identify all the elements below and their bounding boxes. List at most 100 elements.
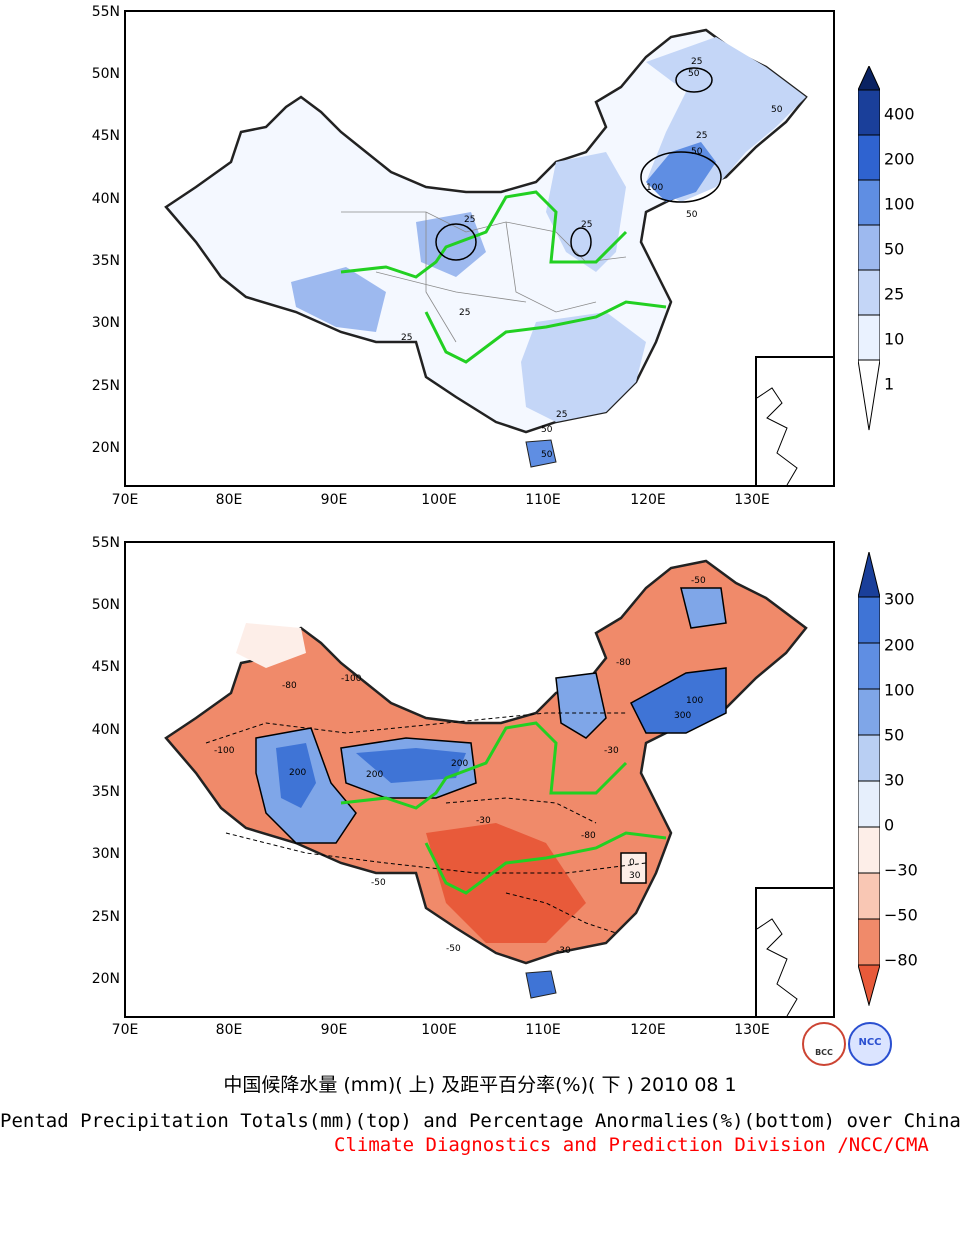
top-contour-label: 25 (696, 131, 707, 141)
top-contour-label: 25 (581, 220, 592, 230)
bottom-contour-label: -30 (604, 746, 619, 756)
top-contour-label: 50 (771, 105, 783, 115)
top-rivers (340, 190, 667, 364)
top-contours (435, 67, 722, 261)
bottom-contour-label: -50 (691, 576, 706, 586)
top-lat-label: 30N (91, 315, 120, 331)
bottom-contour-label: -80 (581, 831, 596, 841)
bottom-lon-label: 100E (421, 1022, 457, 1038)
top-colorbar-label: 50 (884, 239, 905, 259)
bottom-lat-label: 25N (91, 909, 120, 925)
top-contour-label: 50 (688, 69, 700, 79)
bottom-lat-label: 35N (91, 784, 120, 800)
bottom-contour-label: 200 (366, 770, 383, 780)
bottom-hainan (525, 970, 557, 999)
top-colorbar-label: 400 (884, 104, 915, 124)
bcc-logo-text: BCC (815, 1048, 833, 1057)
top-rain-zone-hainan (525, 439, 557, 468)
top-map-panel: 25 50 25 50 100 50 25 25 25 25 50 50 25 … (124, 10, 835, 487)
bottom-colorbar-label: −50 (884, 905, 918, 925)
bottom-contour-label: -30 (476, 816, 491, 826)
bottom-contour-label: -80 (616, 658, 631, 668)
top-lat-label: 25N (91, 378, 120, 394)
top-lon-label: 130E (734, 492, 770, 508)
top-rain-zone-south (521, 312, 646, 422)
bottom-contour-label: 100 (686, 696, 703, 706)
top-contour-label: 25 (464, 215, 475, 225)
bottom-deficit-core (426, 823, 586, 943)
top-colorbar-svg (857, 64, 881, 431)
bottom-colorbar-label: 200 (884, 635, 915, 655)
top-rain-zone-ne-core (646, 142, 716, 202)
top-contour-label: 25 (691, 57, 702, 67)
bottom-lon-label: 120E (630, 1022, 666, 1038)
top-south-china-sea-inset (755, 356, 833, 485)
ncc-logo: NCC (848, 1022, 892, 1066)
bottom-surplus-west-core (276, 743, 316, 808)
bottom-contour-label: -80 (282, 681, 297, 691)
top-colorbar-label: 10 (884, 329, 905, 349)
top-contour-label: 50 (541, 450, 553, 460)
chinese-title: 中国候降水量 (mm)( 上) 及距平百分率(%)( 下 ) 2010 08 1 (223, 1074, 737, 1096)
bottom-nw-surplus (236, 623, 306, 668)
bottom-lat-label: 40N (91, 722, 120, 738)
top-lat-label: 40N (91, 191, 120, 207)
bottom-colorbar (857, 551, 881, 1007)
top-lon-label: 90E (320, 492, 348, 508)
bottom-contour-label: 30 (629, 871, 641, 881)
top-contour-label: 50 (541, 425, 553, 435)
inset-coastline (757, 387, 798, 485)
top-province-lines (341, 211, 627, 343)
top-colorbar (857, 64, 881, 432)
top-lat-label: 50N (91, 66, 120, 82)
bottom-lat-label: 45N (91, 659, 120, 675)
bottom-contour-label: -50 (371, 878, 386, 888)
bottom-map-panel: -100 200 300 100 -80 -50 200 -30 0 30 -1… (124, 541, 835, 1018)
top-colorbar-label: 25 (884, 284, 905, 304)
bottom-colorbar-label: −80 (884, 950, 918, 970)
inset-coastline (757, 918, 798, 1016)
bottom-contour-label: 300 (674, 711, 691, 721)
bcc-logo: BCC (802, 1022, 846, 1066)
bottom-lon-label: 90E (320, 1022, 348, 1038)
bottom-surplus-ne (630, 667, 727, 734)
bottom-contour-label: 200 (289, 768, 306, 778)
top-contour-label-group: 25 50 25 50 100 50 25 25 25 25 50 50 25 … (401, 57, 783, 460)
english-title: Pentad Precipitation Totals(mm)(top) and… (0, 1110, 960, 1132)
bottom-colorbar-label: 50 (884, 725, 905, 745)
bottom-lat-label: 20N (91, 971, 120, 987)
ncc-logo-text: NCC (858, 1037, 882, 1048)
bottom-lat-label: 55N (91, 535, 120, 551)
top-lat-label: 35N (91, 253, 120, 269)
bottom-colorbar-label: 300 (884, 589, 915, 609)
top-lon-label: 110E (525, 492, 561, 508)
top-contour-label: 50 (691, 147, 703, 157)
bottom-colorbar-svg (857, 551, 881, 1007)
bottom-lon-label: 80E (215, 1022, 243, 1038)
top-lat-label: 55N (91, 4, 120, 20)
bottom-lon-label: 130E (734, 1022, 770, 1038)
bottom-colorbar-label: 100 (884, 680, 915, 700)
bottom-lon-label: 70E (111, 1022, 139, 1038)
bottom-contour-label-group: -100 200 300 100 -80 -50 200 -30 0 30 -1… (214, 576, 706, 956)
bottom-south-china-sea-inset (755, 887, 833, 1016)
bottom-colorbar-label: −30 (884, 860, 918, 880)
bottom-colorbar-label: 30 (884, 770, 905, 790)
bottom-surplus-far-ne (680, 587, 727, 629)
credit-line: Climate Diagnostics and Prediction Divis… (334, 1134, 929, 1156)
top-colorbar-label: 100 (884, 194, 915, 214)
bottom-surplus-se (620, 852, 647, 884)
top-contour-label: 25 (401, 333, 412, 343)
bottom-contour-label: -30 (556, 946, 571, 956)
top-contour-label: 100 (646, 183, 663, 193)
bottom-contour-label: -100 (214, 746, 235, 756)
top-lon-label: 80E (215, 492, 243, 508)
bottom-contour-label: 0 (629, 858, 635, 868)
top-lon-label: 70E (111, 492, 139, 508)
bottom-contour-label: -100 (341, 674, 362, 684)
top-rain-zone-west (291, 267, 386, 332)
top-contour-label: 25 (459, 308, 470, 318)
bottom-map-canvas: -100 200 300 100 -80 -50 200 -30 0 30 -1… (164, 559, 808, 999)
bottom-colorbar-label: 0 (884, 815, 895, 835)
bottom-lat-label: 30N (91, 846, 120, 862)
